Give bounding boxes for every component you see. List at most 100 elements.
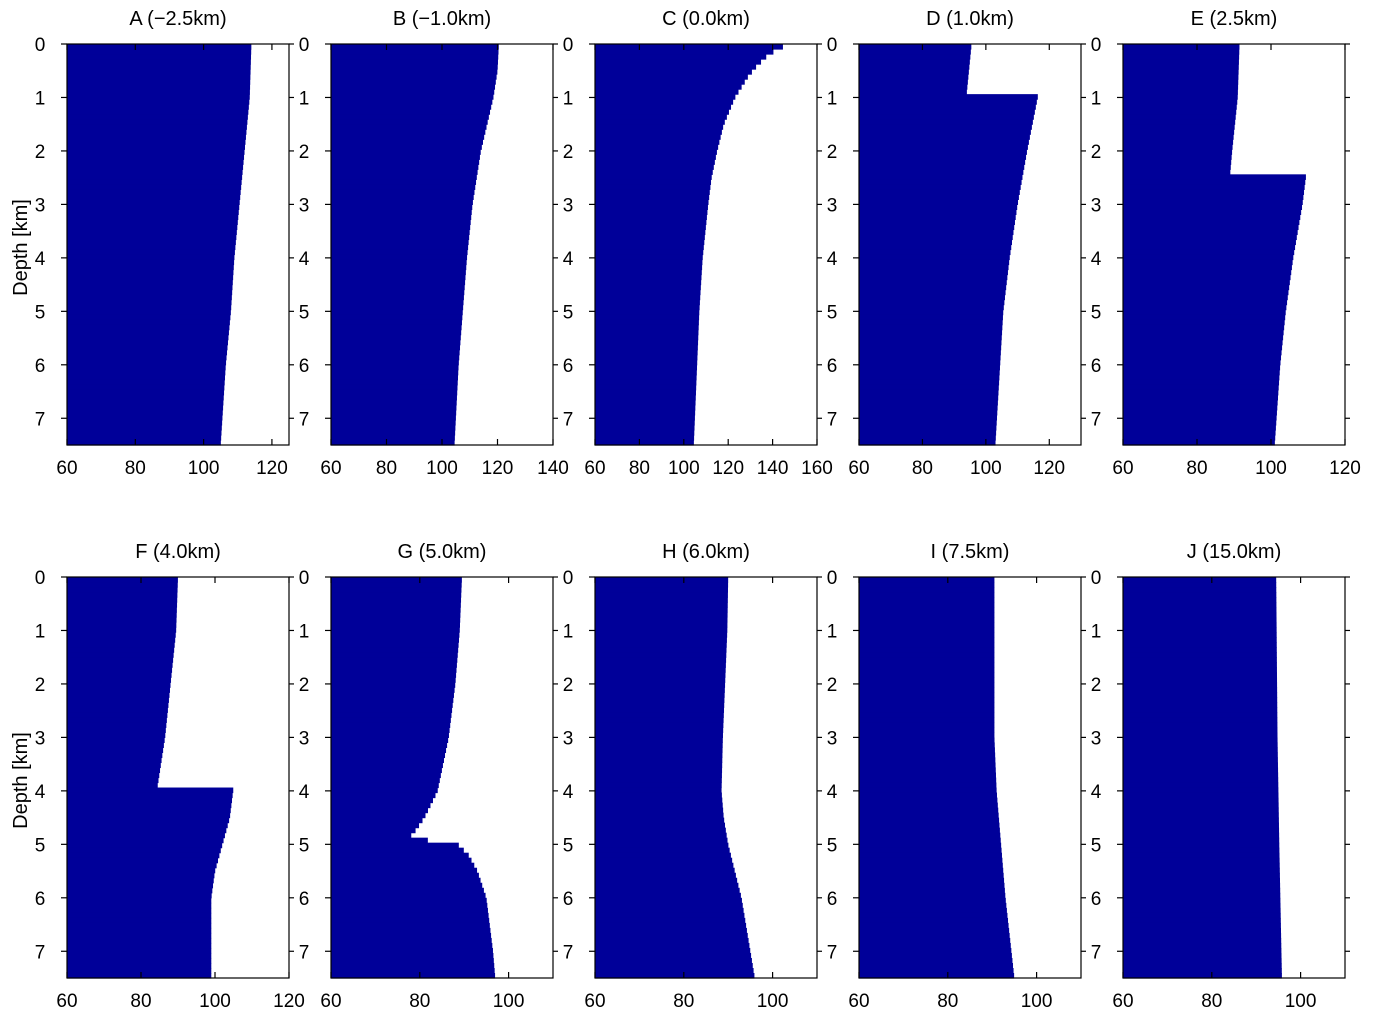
x-tick-label: 60 [320, 991, 341, 1012]
x-tick-label: 100 [1255, 458, 1287, 479]
depth-bar [595, 279, 702, 286]
depth-bar [859, 314, 1003, 321]
depth-bar [67, 922, 212, 929]
depth-bar [595, 214, 707, 221]
depth-bar [331, 777, 440, 784]
depth-bar [67, 354, 227, 361]
depth-bar [1123, 234, 1297, 241]
depth-bar [859, 752, 996, 759]
depth-bar [1123, 757, 1278, 764]
depth-bar [331, 414, 456, 421]
depth-bar [331, 59, 498, 65]
depth-bar [859, 229, 1014, 236]
subplot-6: 60 80 100 0 1 2 3 4 5 6 7 G (5.0km) [299, 541, 558, 1012]
depth-bar [859, 707, 995, 713]
depth-bar [595, 882, 739, 889]
depth-bar [1123, 159, 1232, 165]
depth-bar [1123, 907, 1281, 914]
y-tick-label: 2 [827, 675, 838, 696]
depth-bar [595, 872, 736, 879]
depth-bar [859, 772, 996, 779]
depth-bar [331, 74, 497, 80]
depth-bar [595, 394, 696, 401]
depth-bar [859, 777, 997, 784]
depth-bar [331, 354, 460, 361]
x-tick-label: 80 [125, 458, 146, 479]
depth-bar [1123, 129, 1235, 135]
depth-bar [67, 49, 252, 55]
depth-bar [1123, 892, 1281, 899]
depth-bar [1123, 109, 1237, 115]
depth-bar [595, 877, 738, 884]
depth-bar [1123, 717, 1278, 723]
depth-bar [67, 89, 250, 95]
depth-bar [1123, 797, 1279, 804]
subplot-title: C (0.0km) [662, 8, 750, 30]
depth-bar [859, 169, 1024, 175]
depth-bar [595, 852, 731, 859]
depth-bar [595, 314, 700, 321]
depth-bar [1123, 194, 1304, 200]
depth-bar [67, 59, 251, 65]
depth-bar [1123, 602, 1277, 608]
depth-bar [859, 942, 1011, 949]
depth-bar [1123, 204, 1303, 211]
depth-bar [1123, 84, 1239, 90]
depth-bar [331, 757, 444, 764]
depth-bar [67, 329, 229, 336]
depth-bar [331, 304, 464, 311]
depth-bar [859, 662, 995, 668]
depth-bar [331, 742, 448, 749]
depth-bar [595, 299, 700, 306]
y-tick-label: 4 [1091, 249, 1102, 270]
depth-bar [859, 124, 1032, 130]
depth-bar [859, 389, 999, 396]
depth-bar [67, 399, 224, 406]
depth-bar [331, 309, 463, 316]
depth-bar [1123, 44, 1240, 50]
depth-bar [595, 932, 748, 939]
depth-bar [595, 792, 722, 799]
depth-bar [67, 842, 223, 849]
depth-bar [1123, 59, 1239, 65]
depth-bar [595, 419, 695, 426]
depth-bar [67, 622, 177, 628]
depth-bar [331, 404, 457, 411]
depth-bar [67, 69, 251, 75]
depth-bar [595, 837, 728, 844]
depth-bar [1123, 289, 1289, 296]
depth-bar [859, 922, 1009, 929]
depth-bar [1123, 154, 1232, 160]
depth-bar [859, 742, 995, 749]
depth-bar [67, 577, 178, 583]
depth-bar [67, 882, 214, 889]
depth-bar [67, 722, 167, 728]
depth-bar [595, 582, 729, 588]
depth-bar [859, 434, 996, 441]
y-tick-label: 0 [299, 35, 310, 56]
depth-bar [595, 144, 719, 150]
depth-bar [67, 394, 224, 401]
depth-bar [331, 832, 412, 839]
depth-bar [595, 817, 725, 824]
x-tick-label: 140 [757, 458, 789, 479]
depth-bar [67, 314, 231, 321]
depth-bar [331, 334, 461, 341]
y-tick-label: 0 [1091, 568, 1102, 589]
depth-bar [1123, 139, 1234, 145]
depth-bar [859, 139, 1029, 145]
depth-bar [859, 374, 1000, 381]
depth-bar [67, 114, 248, 120]
depth-bar [859, 414, 998, 421]
y-tick-label: 7 [1091, 942, 1102, 963]
depth-bar [595, 59, 762, 65]
depth-bar [859, 957, 1013, 964]
depth-bar [859, 259, 1010, 266]
depth-bar [595, 114, 727, 120]
depth-bar [1123, 657, 1277, 663]
y-tick-label: 3 [1091, 195, 1102, 216]
depth-bar [331, 897, 487, 904]
subplot-7: 60 80 100 0 1 2 3 4 5 6 7 H (6.0km) [563, 541, 822, 1012]
y-tick-label: 3 [563, 728, 574, 749]
axes-frame [66, 576, 290, 979]
